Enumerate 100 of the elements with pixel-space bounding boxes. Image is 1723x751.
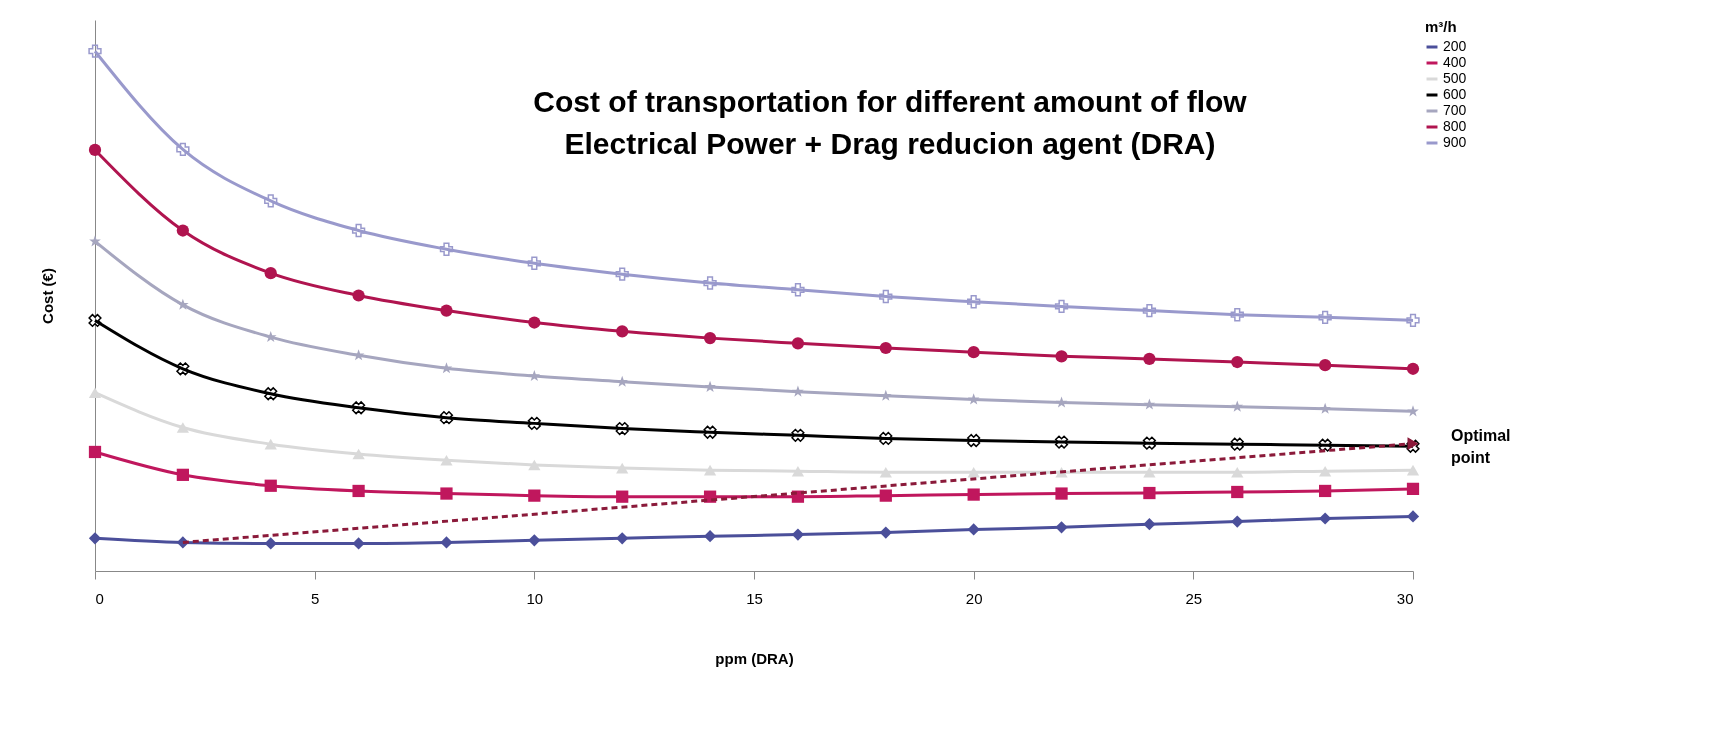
point: [264, 194, 278, 208]
point: [176, 422, 189, 433]
point: [352, 484, 365, 498]
point: [1319, 484, 1332, 498]
point: [1406, 313, 1420, 328]
point: [1230, 437, 1244, 451]
point: [703, 276, 717, 290]
point: [88, 313, 102, 328]
point: [967, 433, 981, 448]
point: [1055, 350, 1068, 363]
x-axis-title: ppm (DRA): [715, 649, 794, 667]
point: [1231, 400, 1244, 412]
point: [703, 464, 717, 476]
legend-title: m³/h: [1425, 18, 1457, 35]
point: [879, 289, 893, 304]
legend-label: 600: [1443, 86, 1467, 102]
point: [791, 528, 805, 541]
point: [616, 462, 629, 474]
point: [176, 468, 189, 481]
point: [1318, 438, 1332, 452]
point: [264, 267, 277, 280]
point: [352, 289, 365, 302]
point: [88, 445, 102, 459]
point: [440, 454, 453, 466]
point: [440, 536, 453, 549]
point: [264, 387, 278, 401]
legend-label: 500: [1443, 70, 1467, 86]
point: [351, 401, 366, 415]
y-axis-title: Cost (€): [38, 268, 56, 324]
point: [1054, 299, 1069, 314]
point: [1143, 466, 1156, 478]
point: [967, 466, 980, 478]
point: [440, 304, 453, 317]
point: [1406, 362, 1420, 375]
point: [176, 142, 190, 157]
point: [1055, 487, 1068, 500]
point: [703, 530, 717, 543]
point: [967, 488, 980, 501]
point: [176, 362, 190, 376]
point: [967, 523, 980, 536]
point: [1142, 303, 1157, 318]
point: [1055, 521, 1068, 534]
point: [527, 416, 541, 430]
point: [879, 341, 892, 355]
x-tick-label: 25: [1185, 589, 1203, 607]
point: [352, 448, 365, 460]
point: [879, 489, 892, 502]
point: [351, 223, 366, 238]
point: [1318, 310, 1332, 324]
text: Cost of transportation for different amount of flow Electrical Power + Drag reducion agent (DRA): [533, 85, 1248, 160]
point: [616, 490, 629, 503]
point: [1406, 464, 1420, 476]
point: [791, 428, 805, 442]
point: [1406, 482, 1420, 495]
x-tick-label: 20: [965, 589, 983, 607]
point: [704, 380, 716, 392]
point: [1230, 308, 1244, 322]
annotation: Optimal point: [1451, 426, 1511, 466]
x-tick-label: 30: [1396, 589, 1414, 607]
point: [1143, 352, 1156, 366]
point: [264, 479, 277, 492]
point: [879, 466, 892, 478]
point: [1143, 398, 1156, 410]
point: [88, 44, 102, 58]
point: [615, 421, 629, 436]
point: [527, 256, 541, 270]
x-tick-label: 0: [95, 589, 104, 607]
point: [791, 337, 805, 350]
point: [1142, 436, 1157, 450]
point: [1319, 465, 1332, 477]
legend-label: 800: [1443, 118, 1467, 134]
point: [1319, 402, 1331, 414]
point: [1231, 515, 1244, 528]
point: [176, 224, 189, 237]
legend-label: 200: [1443, 38, 1467, 54]
point: [616, 325, 629, 338]
point: [1231, 485, 1244, 499]
point: [967, 295, 981, 309]
point: [440, 487, 453, 500]
point: [528, 369, 541, 382]
point: [1054, 435, 1069, 449]
point: [1231, 466, 1244, 478]
point: [616, 532, 629, 545]
point: [879, 431, 893, 446]
x-tick-label: 15: [746, 589, 763, 607]
point: [791, 283, 805, 297]
legend-label: 400: [1443, 54, 1467, 70]
point: [703, 425, 717, 439]
point: [1143, 486, 1156, 500]
point: [264, 438, 277, 450]
point: [1406, 510, 1420, 523]
legend-label: 700: [1443, 102, 1467, 118]
point: [792, 385, 804, 397]
point: [439, 242, 454, 256]
point: [528, 316, 541, 329]
point: [1231, 355, 1244, 369]
point: [1055, 396, 1068, 408]
point: [528, 489, 541, 502]
point: [1143, 518, 1156, 531]
point: [615, 267, 629, 281]
